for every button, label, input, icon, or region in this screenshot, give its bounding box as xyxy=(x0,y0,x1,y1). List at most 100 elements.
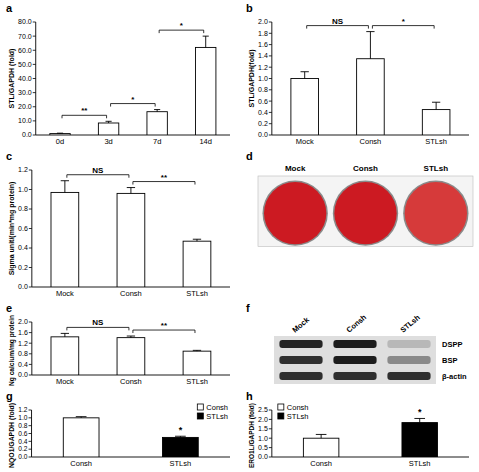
y-tick-label: 0.8 xyxy=(258,86,268,93)
y-tick-label: 0.0 xyxy=(258,453,268,460)
y-tick-label: 2.0 xyxy=(258,416,268,423)
y-tick-label: 0.2 xyxy=(18,445,28,452)
error-bar xyxy=(61,181,69,193)
legend: ConshSTLsh xyxy=(278,403,309,421)
error-bar xyxy=(57,133,63,134)
well xyxy=(264,182,326,244)
blot-band xyxy=(279,372,322,380)
y-tick-label: 0.6 xyxy=(18,225,28,232)
y-tick-label: 1.0 xyxy=(18,414,28,421)
bar xyxy=(147,112,167,135)
legend-swatch xyxy=(278,404,284,410)
well-label: Mock xyxy=(285,164,306,173)
x-tick-label: Consh xyxy=(120,377,142,386)
x-tick-label: 3d xyxy=(104,137,112,146)
bar xyxy=(196,47,216,135)
panel-c: c0.00.20.40.60.81.01.2MockConshSTLshSigm… xyxy=(6,150,230,298)
legend-swatch xyxy=(197,413,203,419)
y-tick-label: 0.4 xyxy=(18,438,28,445)
significance-label: * xyxy=(131,95,135,104)
error-bar xyxy=(414,418,425,422)
significance-bracket xyxy=(111,104,156,107)
y-tick-label: 1.6 xyxy=(258,41,268,48)
x-tick-label: Consh xyxy=(360,137,382,146)
figure: a0.010.020.030.040.050.060.070.080.00d3d… xyxy=(0,0,479,472)
y-tick-label: 0.8 xyxy=(18,422,28,429)
marks xyxy=(50,36,216,135)
y-tick-label: 2.5 xyxy=(258,406,268,413)
blot-band xyxy=(279,340,322,348)
y-tick-label: 1.2 xyxy=(18,340,28,347)
error-bar xyxy=(127,336,135,338)
plate-frame xyxy=(258,176,473,246)
y-tick-label: 0.0 xyxy=(258,131,268,138)
significance-label: * xyxy=(179,425,183,435)
y-tick-label: 0.4 xyxy=(18,361,28,368)
significance-bracket xyxy=(159,30,204,33)
background xyxy=(0,0,479,472)
bar xyxy=(98,123,118,135)
x-tick-label: Consh xyxy=(70,459,92,468)
y-tick-label: 0.2 xyxy=(258,120,268,127)
error-bar xyxy=(366,32,374,59)
well xyxy=(405,182,467,244)
blot-band xyxy=(387,372,430,380)
bar xyxy=(183,241,211,287)
error-bar xyxy=(175,436,186,437)
blot-band xyxy=(333,340,376,348)
x-axis xyxy=(32,457,230,458)
panel-d: dMockConshSTLsh xyxy=(246,150,473,246)
significance-bracket xyxy=(67,175,129,178)
y-tick-label: 2.0 xyxy=(18,318,28,325)
significance-bracket xyxy=(372,26,434,29)
y-axis xyxy=(31,410,32,457)
well-rim xyxy=(333,181,398,246)
bar xyxy=(183,351,211,375)
error-bar xyxy=(154,110,160,112)
blot-band xyxy=(387,340,430,348)
x-tick-label: Consh xyxy=(310,459,332,468)
significance-label: ** xyxy=(161,321,168,330)
marks xyxy=(63,417,198,457)
y-tick-label: 0.0 xyxy=(18,453,28,460)
x-tick-label: STLsh xyxy=(409,459,431,468)
y-tick-label: 1.6 xyxy=(18,329,28,336)
error-bar xyxy=(193,239,201,241)
panel-letter: c xyxy=(6,150,12,162)
error-bar xyxy=(127,188,135,194)
blot-band xyxy=(279,356,322,364)
y-tick-label: 2.0 xyxy=(258,18,268,25)
y-tick-label: 0.0 xyxy=(22,131,32,138)
well xyxy=(334,182,396,244)
bar xyxy=(163,437,199,457)
panel-letter: a xyxy=(6,2,13,14)
well-label: STLsh xyxy=(424,164,449,173)
y-tick-label: 60.0 xyxy=(18,47,32,54)
marks xyxy=(51,181,211,287)
x-tick-label: Mock xyxy=(296,137,314,146)
x-tick-label: Consh xyxy=(120,289,142,298)
panel-letter: g xyxy=(6,390,13,402)
blot-row-label: DSPP xyxy=(442,340,462,349)
well-label: Consh xyxy=(353,164,378,173)
y-tick-label: 1.0 xyxy=(18,186,28,193)
blot-band xyxy=(333,372,376,380)
error-bar xyxy=(106,121,112,123)
bar xyxy=(357,59,385,135)
y-axis xyxy=(31,170,32,287)
y-tick-label: 0.2 xyxy=(18,264,28,271)
y-tick-label: 80.0 xyxy=(18,18,32,25)
blot-band xyxy=(333,356,376,364)
y-axis xyxy=(271,22,272,135)
x-axis xyxy=(272,457,469,458)
blot-row-label: BSP xyxy=(442,356,457,365)
legend-label: STLsh xyxy=(287,412,309,421)
lane-label: Mock xyxy=(291,315,312,335)
significance-bracket xyxy=(62,115,107,118)
blot-membrane xyxy=(274,336,436,384)
y-tick-label: 0.6 xyxy=(258,98,268,105)
y-axis-title: Ng calcium/mg protein xyxy=(8,315,16,386)
y-axis xyxy=(31,322,32,375)
y-axis-title: Sigma unit/(min*mg protein) xyxy=(8,182,16,276)
y-tick-label: 1.4 xyxy=(258,52,268,59)
